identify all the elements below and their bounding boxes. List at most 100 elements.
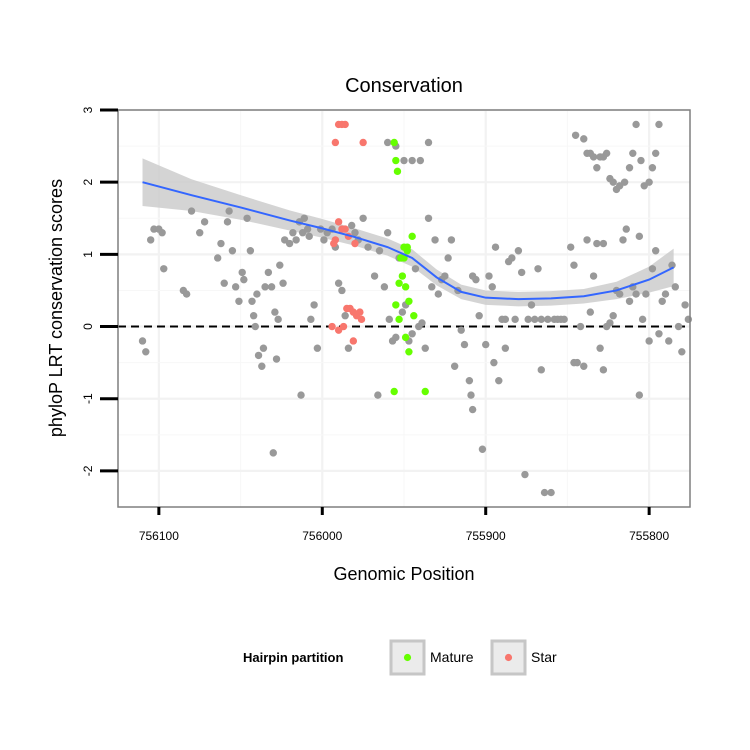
data-point-other — [632, 120, 640, 129]
data-point-mature — [390, 387, 398, 396]
data-point-other — [589, 272, 598, 280]
data-point-other — [648, 164, 657, 172]
data-point-other — [655, 330, 663, 338]
data-point-other — [160, 265, 168, 273]
data-point-other — [580, 135, 588, 143]
legend-title: Hairpin partition — [243, 650, 343, 665]
y-tick-label: -2 — [81, 465, 95, 476]
data-point-other — [424, 214, 433, 222]
data-point-other — [418, 319, 426, 327]
data-point-other — [501, 344, 510, 352]
data-point-other — [364, 243, 372, 251]
data-point-star — [334, 326, 343, 334]
data-point-other — [632, 290, 640, 298]
data-point-other — [182, 290, 191, 298]
data-point-other — [665, 337, 673, 345]
data-point-other — [586, 308, 595, 316]
data-point-other — [431, 236, 439, 244]
data-point-other — [547, 488, 555, 497]
data-point-other — [511, 315, 519, 324]
data-point-other — [274, 315, 282, 324]
data-point-other — [313, 344, 322, 352]
data-point-star — [349, 337, 358, 345]
data-point-other — [593, 239, 601, 248]
data-point-other — [385, 315, 393, 324]
data-point-other — [485, 272, 493, 280]
x-tick-label: 755900 — [466, 529, 506, 543]
data-point-other — [338, 286, 346, 295]
data-point-other — [320, 236, 328, 244]
data-point-other — [606, 319, 614, 327]
data-point-other — [223, 218, 232, 226]
y-tick-label: 2 — [81, 179, 95, 186]
data-point-star — [356, 308, 364, 316]
data-point-other — [668, 261, 676, 269]
data-point-other — [251, 322, 259, 331]
data-point-other — [246, 247, 255, 255]
data-point-other — [253, 290, 261, 298]
data-point-other — [460, 340, 469, 349]
data-point-other — [196, 229, 204, 237]
grid-layer — [118, 108, 690, 507]
data-point-other — [596, 344, 604, 352]
data-point-mature — [395, 279, 403, 287]
data-point-mature — [392, 301, 400, 309]
data-point-other — [289, 229, 297, 237]
data-point-mature — [401, 283, 410, 291]
y-tick-label: -1 — [81, 393, 95, 404]
data-point-other — [638, 315, 647, 324]
data-point-other — [629, 149, 637, 158]
data-point-other — [475, 312, 483, 320]
y-tick-label: 3 — [81, 106, 95, 113]
data-point-other — [465, 376, 474, 385]
data-point-other — [514, 247, 523, 255]
plot-panel-border — [117, 109, 691, 508]
data-point-other — [259, 344, 268, 352]
data-point-other — [570, 358, 578, 367]
data-point-other — [392, 333, 400, 342]
data-point-other — [491, 243, 500, 251]
data-point-other — [678, 348, 686, 356]
data-point-star — [334, 218, 343, 226]
data-point-other — [383, 138, 392, 147]
data-point-other — [238, 268, 246, 277]
data-point-other — [249, 312, 258, 320]
data-point-mature — [408, 232, 416, 241]
data-point-other — [279, 279, 287, 287]
data-point-other — [468, 405, 477, 414]
data-point-other — [648, 265, 657, 273]
data-point-other — [341, 312, 349, 320]
data-point-mature — [390, 138, 398, 147]
data-point-other — [637, 156, 645, 165]
data-point-other — [620, 178, 629, 186]
data-point-other — [276, 261, 284, 269]
data-point-other — [146, 236, 155, 244]
x-axis-title: Genomic Position — [333, 564, 474, 584]
data-point-other — [457, 326, 465, 334]
data-point-other — [187, 207, 196, 215]
data-point-other — [310, 301, 318, 309]
data-point-star — [341, 225, 349, 233]
data-point-mature — [405, 348, 413, 356]
data-point-other — [138, 337, 147, 345]
data-point-other — [622, 225, 630, 233]
loess-smooth-line — [142, 181, 675, 301]
data-point-other — [228, 247, 237, 255]
data-point-other — [400, 156, 408, 165]
x-tick-label: 755800 — [629, 529, 669, 543]
data-point-other — [450, 362, 459, 370]
data-point-other — [441, 272, 449, 280]
legend-label-mature: Mature — [430, 649, 474, 665]
data-point-other — [334, 279, 343, 287]
data-point-other — [642, 290, 650, 298]
data-point-other — [571, 131, 580, 139]
data-point-other — [235, 297, 243, 305]
data-point-other — [305, 232, 313, 241]
data-point-other — [593, 164, 601, 172]
data-point-other — [307, 315, 315, 324]
y-tick-label: 1 — [81, 251, 95, 258]
data-point-other — [635, 391, 644, 399]
tick-layer: 756100 756000 755900 755800 -2 -1 0 1 2 3 — [81, 106, 669, 543]
data-point-mature — [410, 312, 418, 320]
data-point-other — [444, 254, 452, 262]
